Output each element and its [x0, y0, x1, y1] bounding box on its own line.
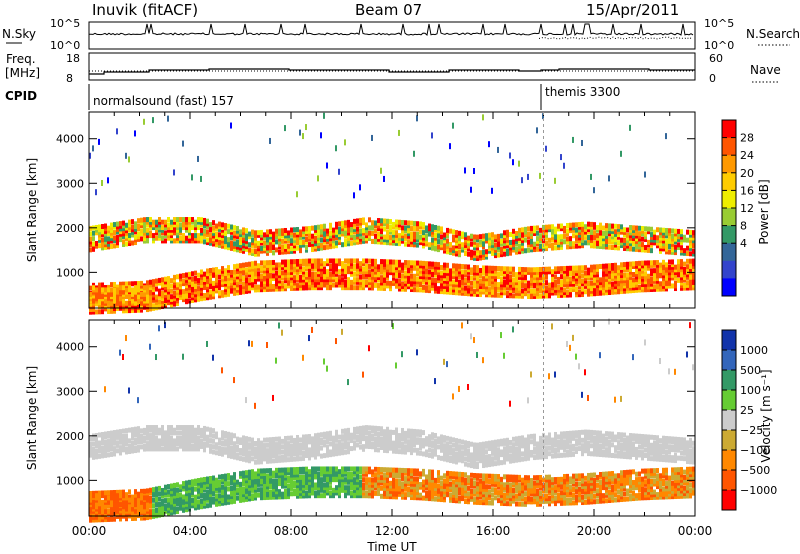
- colorbar-swatch-1: [722, 137, 736, 156]
- colorbar-label-5: 8: [740, 220, 747, 233]
- colorbar-swatch-6: [722, 450, 736, 471]
- ytick-label-2000: 2000: [56, 222, 84, 235]
- colorbar-label-1: 500: [740, 364, 761, 377]
- cpid-label: CPID: [5, 89, 37, 103]
- xtick-label-6: 00:00: [678, 524, 713, 538]
- cpid-mode-normalsound: normalsound (fast) 157: [93, 94, 234, 108]
- nsearch-tick-bottom: 10^0: [704, 39, 734, 52]
- nsky-panel-frame: [88, 21, 696, 50]
- colorbar-swatch-6: [722, 225, 736, 244]
- colorbar-label-3: 16: [740, 184, 754, 197]
- colorbar-label-0: 28: [740, 132, 754, 145]
- nsky-line: [89, 23, 694, 36]
- colorbar-swatch-2: [722, 370, 736, 391]
- freq-tick-bottom: 8: [66, 72, 73, 85]
- power-colorbar-label: Power [dB]: [757, 179, 771, 244]
- colorbar-label-5: −100: [740, 444, 770, 457]
- ytick-label-4000: 4000: [56, 133, 84, 146]
- freq-unit-label: [MHz]: [5, 66, 40, 80]
- colorbar-swatch-7: [722, 470, 736, 491]
- colorbar-swatch-0: [722, 120, 736, 139]
- colorbar-swatch-8: [722, 490, 736, 511]
- colorbar-swatch-5: [722, 430, 736, 451]
- time-axis: 00:00 04:00 08:00 12:00 16:00 20:00 00:00: [72, 524, 713, 538]
- colorbar-swatch-9: [722, 278, 736, 297]
- nsky-tick-bottom: 10^0: [50, 39, 80, 52]
- colorbar-swatch-3: [722, 172, 736, 191]
- colorbar-swatch-4: [722, 410, 736, 431]
- beam-title: Beam 07: [355, 1, 422, 19]
- colorbar-label-4: −25: [740, 424, 763, 437]
- colorbar-label-6: 4: [740, 237, 747, 250]
- colorbar-swatch-5: [722, 208, 736, 227]
- velocity-ylabel: Slant Range [km]: [25, 366, 39, 470]
- nave-label: Nave: [750, 63, 781, 77]
- colorbar-label-1: 24: [740, 149, 754, 162]
- ytick-label-1000: 1000: [56, 474, 84, 487]
- date-title: 15/Apr/2011: [586, 1, 679, 19]
- nsky-label: N.Sky: [2, 27, 36, 41]
- xtick-label-1: 04:00: [173, 524, 208, 538]
- velocity-heatmap: [89, 318, 695, 523]
- cpid-mode-themis: themis 3300: [545, 85, 620, 99]
- time-axis-label: Time UT: [366, 540, 417, 554]
- ytick-label-3000: 3000: [56, 385, 84, 398]
- ytick-label-3000: 3000: [56, 177, 84, 190]
- colorbar-label-2: 100: [740, 384, 761, 397]
- colorbar-frame: [721, 329, 737, 511]
- power-heatmap: [89, 112, 695, 315]
- velocity-axes: 1000 2000 3000 4000: [56, 320, 696, 516]
- velocity-colorbar-label: Velocity [m s⁻¹]: [759, 369, 773, 462]
- nsearch-label: N.Search: [746, 27, 800, 41]
- xtick-label-2: 08:00: [274, 524, 309, 538]
- xtick-label-3: 12:00: [375, 524, 410, 538]
- colorbar-label-7: −1000: [740, 484, 777, 497]
- ytick-label-1000: 1000: [56, 266, 84, 279]
- colorbar-swatch-7: [722, 243, 736, 262]
- colorbar-swatch-0: [722, 330, 736, 351]
- power-ylabel: Slant Range [km]: [25, 158, 39, 262]
- ytick-label-2000: 2000: [56, 430, 84, 443]
- freq-tick-top: 18: [66, 52, 80, 65]
- colorbar-swatch-2: [722, 155, 736, 174]
- freq-panel-frame: [88, 52, 696, 81]
- nave-tick-bottom: 0: [709, 72, 716, 85]
- nsearch-line: [539, 36, 694, 40]
- nsky-trace: [89, 23, 694, 40]
- velocity-colorbar: 1000 500 100 25 −25 −100 −500 −1000: [721, 329, 777, 511]
- xtick-label-4: 16:00: [476, 524, 511, 538]
- xtick-label-0: 00:00: [72, 524, 107, 538]
- nave-tick-top: 60: [709, 52, 723, 65]
- nsky-tick-top: 10^5: [50, 17, 80, 30]
- colorbar-swatch-4: [722, 190, 736, 209]
- colorbar-label-2: 20: [740, 167, 754, 180]
- colorbar-swatch-8: [722, 260, 736, 279]
- ytick-label-4000: 4000: [56, 341, 84, 354]
- xtick-label-5: 20:00: [577, 524, 612, 538]
- power-colorbar: 28 24 20 16 12 8 4: [721, 119, 754, 297]
- freq-label: Freq.: [6, 52, 36, 66]
- colorbar-label-6: −500: [740, 464, 770, 477]
- power-axes: 1000 2000 3000 4000: [56, 112, 696, 308]
- colorbar-swatch-3: [722, 390, 736, 411]
- nsearch-tick-top: 10^5: [704, 17, 734, 30]
- colorbar-label-0: 1000: [740, 344, 768, 357]
- colorbar-label-4: 12: [740, 202, 754, 215]
- station-title: Inuvik (fitACF): [92, 1, 198, 19]
- colorbar-label-3: 25: [740, 404, 754, 417]
- freq-trace: [89, 68, 695, 75]
- colorbar-swatch-1: [722, 350, 736, 371]
